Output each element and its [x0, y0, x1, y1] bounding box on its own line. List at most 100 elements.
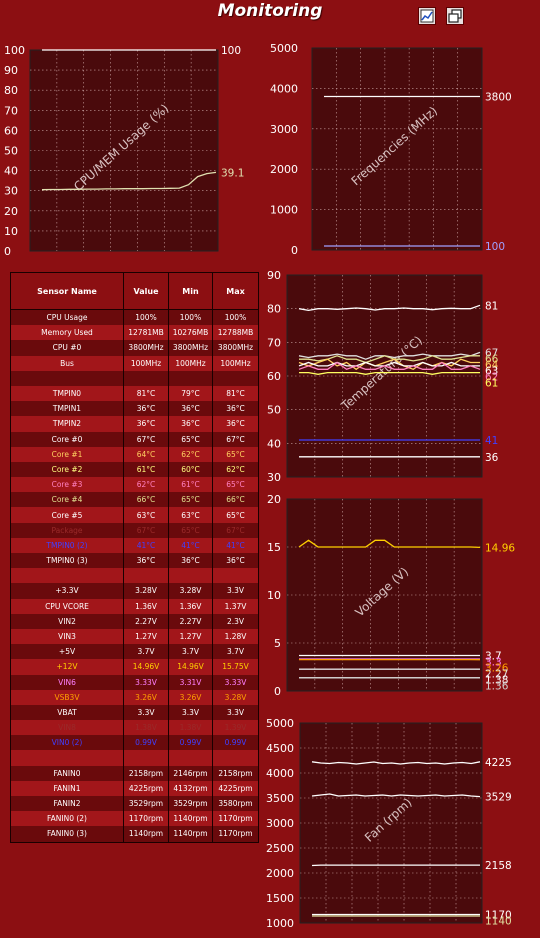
- sensor-max-cell: 36°C: [212, 553, 259, 569]
- y-tick-label: 60: [4, 124, 18, 137]
- series-end-label: 4225: [485, 757, 512, 769]
- sensor-min-cell: 62°C: [168, 446, 213, 462]
- column-header-min[interactable]: Min: [168, 272, 213, 310]
- y-tick-label: 3500: [266, 792, 294, 805]
- y-tick-label: 0: [4, 245, 11, 258]
- table-row[interactable]: Core #3 62°C 61°C 65°C: [10, 477, 259, 493]
- sensor-min-cell: 36°C: [168, 416, 213, 432]
- y-tick-label: 15: [267, 541, 281, 554]
- sensor-max-cell: 100MHz: [212, 355, 259, 371]
- table-row[interactable]: Memory Used 12781MB 10276MB 12788MB: [10, 325, 259, 341]
- sensor-max-cell: 1170rpm: [212, 826, 259, 843]
- sensor-value-cell: 62°C: [123, 477, 169, 493]
- series-line: [298, 539, 481, 549]
- sensor-max-cell: 1.39V: [212, 720, 259, 736]
- sensor-name-cell: [10, 370, 124, 386]
- table-row[interactable]: CPU VCORE 1.36V 1.36V 1.37V: [10, 598, 259, 614]
- series-end-label: 1170: [485, 910, 512, 922]
- y-tick-label: 0: [274, 685, 281, 698]
- table-row[interactable]: FANIN2 3529rpm 3529rpm 3580rpm: [10, 796, 259, 812]
- table-row[interactable]: VIN8 1.38V 1.38V 1.39V: [10, 720, 259, 736]
- sensor-max-cell: 15.75V: [212, 659, 259, 675]
- sensor-name-cell: Memory Used: [10, 325, 124, 341]
- table-row[interactable]: CPU #0 3800MHz 3800MHz 3800MHz: [10, 340, 259, 356]
- table-row[interactable]: TMPIN0 (3) 36°C 36°C 36°C: [10, 553, 259, 569]
- y-tick-label: 5000: [270, 42, 298, 55]
- table-row[interactable]: VIN0 (2) 0.99V 0.99V 0.99V: [10, 735, 259, 751]
- table-row[interactable]: Bus 100MHz 100MHz 100MHz: [10, 355, 259, 371]
- y-tick-label: 3000: [270, 123, 298, 136]
- column-header-max[interactable]: Max: [212, 272, 259, 310]
- chart-view-button[interactable]: [418, 7, 436, 25]
- series-end-label: 61: [485, 377, 498, 389]
- series-end-label: 2158: [485, 860, 512, 872]
- sensor-max-cell: 3800MHz: [212, 340, 259, 356]
- table-row[interactable]: FANIN0 2158rpm 2146rpm 2158rpm: [10, 765, 259, 781]
- sensor-value-cell: 81°C: [123, 385, 169, 402]
- table-row[interactable]: [10, 750, 259, 766]
- table-row[interactable]: TMPIN1 36°C 36°C 36°C: [10, 401, 259, 417]
- y-tick-label: 30: [4, 185, 18, 198]
- table-row[interactable]: FANIN0 (3) 1140rpm 1140rpm 1170rpm: [10, 826, 259, 843]
- sensor-value-cell: 4225rpm: [123, 780, 169, 796]
- sensor-value-cell: [123, 750, 169, 766]
- table-row[interactable]: Core #4 66°C 65°C 66°C: [10, 492, 259, 508]
- sensor-name-cell: Core #3: [10, 477, 124, 493]
- sensor-max-cell: 1170rpm: [212, 811, 259, 827]
- table-row[interactable]: +12V 14.96V 14.96V 15.75V: [10, 659, 259, 675]
- sensor-value-cell: 61°C: [123, 461, 169, 478]
- sensor-min-cell: 36°C: [168, 401, 213, 417]
- restore-window-button[interactable]: [446, 7, 464, 25]
- table-row[interactable]: VIN3 1.27V 1.27V 1.28V: [10, 628, 259, 645]
- sensor-value-cell: 66°C: [123, 492, 169, 508]
- table-row[interactable]: TMPIN0 (2) 41°C 41°C 41°C: [10, 537, 259, 553]
- series-line: [299, 371, 480, 375]
- table-row[interactable]: FANIN0 (2) 1170rpm 1140rpm 1170rpm: [10, 811, 259, 827]
- table-row[interactable]: Core #5 63°C 63°C 65°C: [10, 507, 259, 523]
- sensor-max-cell: 67°C: [212, 431, 259, 447]
- sensor-max-cell: 2158rpm: [212, 765, 259, 781]
- table-row[interactable]: [10, 568, 259, 584]
- sensor-name-cell: TMPIN2: [10, 416, 124, 432]
- table-row[interactable]: VSB3V 3.26V 3.26V 3.28V: [10, 689, 259, 705]
- sensor-max-cell: 1.37V: [212, 598, 259, 614]
- sensor-min-cell: 60°C: [168, 461, 213, 478]
- series-end-label: 66: [485, 353, 499, 365]
- column-header-sensor-name[interactable]: Sensor Name: [10, 272, 124, 310]
- table-row[interactable]: Core #0 67°C 65°C 67°C: [10, 431, 259, 447]
- table-row[interactable]: Core #2 61°C 60°C 62°C: [10, 461, 259, 478]
- fan-plot: 100015002000250030003500400045005000Fan …: [266, 717, 512, 930]
- sensor-max-cell: 3.3V: [212, 583, 259, 599]
- table-row[interactable]: +5V 3.7V 3.7V 3.7V: [10, 644, 259, 660]
- sensor-name-cell: Package: [10, 522, 124, 538]
- y-tick-label: 60: [267, 370, 281, 383]
- table-row[interactable]: VBAT 3.3V 3.3V 3.3V: [10, 704, 259, 721]
- y-tick-label: 80: [4, 84, 18, 97]
- table-row[interactable]: CPU Usage 100% 100% 100%: [10, 309, 259, 326]
- table-row[interactable]: VIN6 3.33V 3.31V 3.33V: [10, 674, 259, 690]
- table-row[interactable]: Package 67°C 65°C 67°C: [10, 522, 259, 538]
- series-end-label: 64: [485, 359, 499, 371]
- table-row[interactable]: FANIN1 4225rpm 4132rpm 4225rpm: [10, 780, 259, 796]
- table-row[interactable]: TMPIN0 81°C 79°C 81°C: [10, 385, 259, 402]
- table-row[interactable]: [10, 370, 259, 386]
- table-row[interactable]: +3.3V 3.28V 3.28V 3.3V: [10, 583, 259, 599]
- table-row[interactable]: TMPIN2 36°C 36°C 36°C: [10, 416, 259, 432]
- title-bar: Monitoring: [0, 0, 540, 26]
- sensor-min-cell: 36°C: [168, 553, 213, 569]
- series-end-label: 39.1: [221, 167, 244, 179]
- column-header-value[interactable]: Value: [123, 272, 169, 310]
- table-row[interactable]: Core #1 64°C 62°C 65°C: [10, 446, 259, 462]
- sensor-min-cell: 63°C: [168, 507, 213, 523]
- sensor-value-cell: 3.26V: [123, 689, 169, 705]
- series-end-label: 2.27: [485, 668, 508, 680]
- sensor-min-cell: 1140rpm: [168, 811, 213, 827]
- sensor-value-cell: 2158rpm: [123, 765, 169, 781]
- y-tick-label: 70: [267, 336, 281, 349]
- sensor-min-cell: [168, 750, 213, 766]
- sensor-value-cell: 36°C: [123, 553, 169, 569]
- table-row[interactable]: VIN2 2.27V 2.27V 2.3V: [10, 613, 259, 629]
- y-tick-label: 90: [4, 64, 18, 77]
- sensor-name-cell: VIN0 (2): [10, 735, 124, 751]
- series-end-label: 14.96: [485, 542, 515, 554]
